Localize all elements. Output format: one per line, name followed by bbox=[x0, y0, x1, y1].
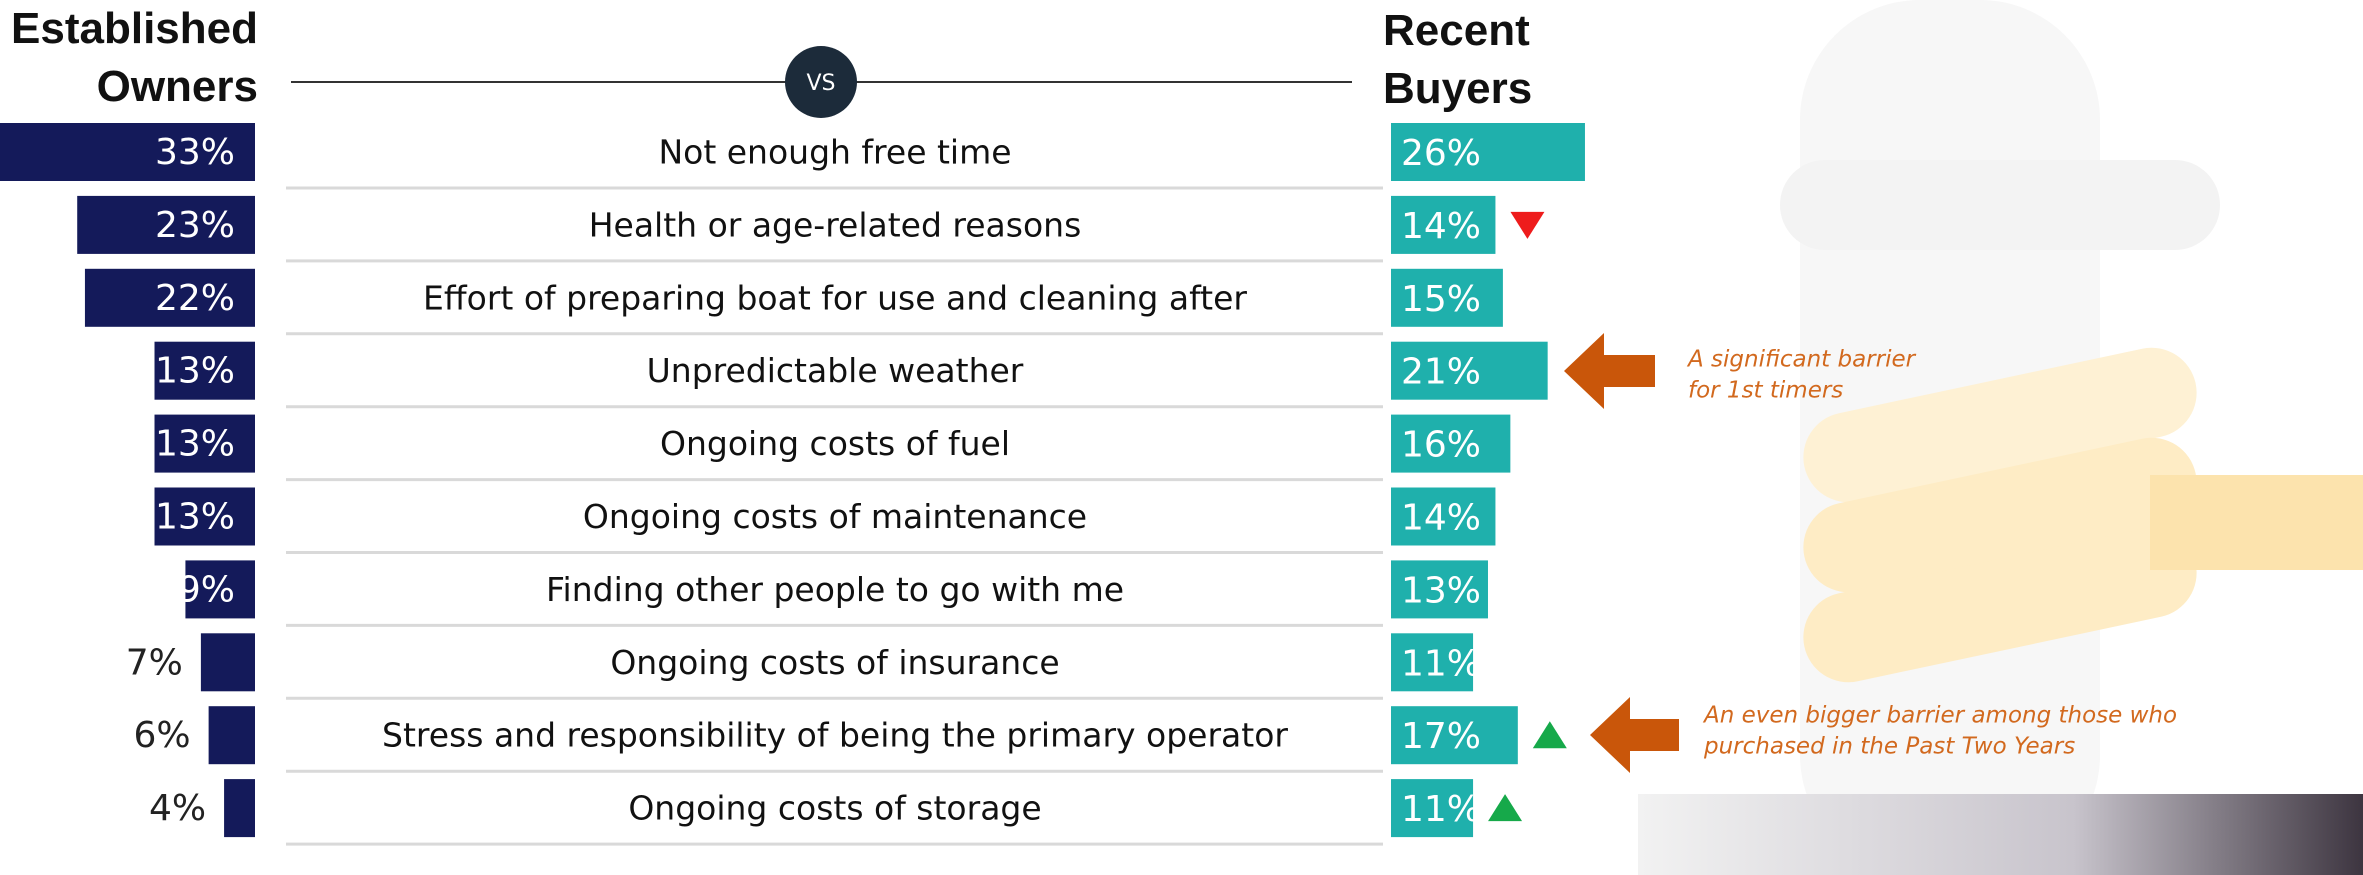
bar bbox=[1391, 487, 1496, 546]
bar bbox=[1391, 779, 1474, 838]
category-label: Health or age-related reasons bbox=[589, 205, 1082, 244]
value-label: 16% bbox=[1401, 425, 1481, 466]
callout-arrow bbox=[1564, 333, 1655, 409]
bar bbox=[1391, 414, 1511, 473]
bg-shape bbox=[1780, 160, 2220, 250]
value-label: 7% bbox=[126, 642, 183, 683]
callout-arrow bbox=[1590, 697, 1679, 773]
vs-badge bbox=[785, 46, 857, 118]
value-label: 9% bbox=[178, 569, 235, 610]
left-heading: Established Owners bbox=[11, 4, 258, 111]
change-marker-up bbox=[1488, 794, 1523, 822]
bg-shape bbox=[1803, 347, 2197, 503]
bg-shape bbox=[2150, 475, 2363, 570]
value-label: 13% bbox=[155, 497, 235, 538]
value-label: 14% bbox=[1401, 206, 1481, 247]
value-label: 14% bbox=[1401, 498, 1481, 539]
bar bbox=[1391, 268, 1503, 327]
background-art bbox=[1780, 0, 2363, 875]
vs-label: VS bbox=[806, 71, 835, 96]
annotation-text: purchased in the Past Two Years bbox=[1703, 734, 2075, 760]
category-label: Ongoing costs of storage bbox=[628, 789, 1041, 828]
change-marker-up bbox=[1532, 721, 1567, 749]
value-label: 21% bbox=[1401, 352, 1481, 393]
annotation-text: for 1st timers bbox=[1688, 378, 1843, 404]
value-label: 23% bbox=[155, 205, 235, 246]
value-label: 6% bbox=[133, 715, 190, 756]
category-label: Unpredictable weather bbox=[647, 351, 1024, 390]
bg-shape bbox=[1803, 527, 2197, 683]
bar bbox=[208, 706, 255, 765]
value-label: 15% bbox=[1401, 279, 1481, 320]
bar bbox=[154, 487, 255, 546]
bar bbox=[185, 560, 255, 619]
bar bbox=[0, 123, 255, 181]
bar bbox=[1391, 195, 1496, 254]
value-label: 4% bbox=[149, 788, 206, 829]
value-label: 11% bbox=[1401, 789, 1481, 830]
value-label: 13% bbox=[155, 424, 235, 465]
bar bbox=[1391, 633, 1474, 692]
bg-shape bbox=[1803, 437, 2197, 593]
category-label: Effort of preparing boat for use and cle… bbox=[423, 278, 1247, 317]
right-heading: Recent Buyers bbox=[1383, 6, 1533, 113]
category-label: Ongoing costs of fuel bbox=[660, 424, 1010, 463]
category-label: Ongoing costs of maintenance bbox=[583, 497, 1087, 536]
bar bbox=[154, 341, 255, 400]
value-label: 13% bbox=[1401, 570, 1481, 611]
bar bbox=[224, 779, 255, 838]
category-label: Finding other people to go with me bbox=[546, 570, 1124, 609]
bar bbox=[1391, 341, 1548, 400]
bar bbox=[154, 414, 255, 473]
bar bbox=[77, 195, 256, 254]
annotation-text: A significant barrier bbox=[1686, 347, 1917, 373]
bar bbox=[1391, 560, 1488, 619]
value-label: 26% bbox=[1401, 133, 1481, 174]
category-label: Ongoing costs of insurance bbox=[610, 643, 1059, 682]
change-marker-down bbox=[1510, 211, 1545, 239]
category-label: Not enough free time bbox=[658, 133, 1011, 172]
value-label: 17% bbox=[1401, 716, 1481, 757]
value-label: 11% bbox=[1401, 643, 1481, 684]
category-label: Stress and responsibility of being the p… bbox=[382, 716, 1288, 755]
value-label: 33% bbox=[155, 132, 235, 173]
bg-base bbox=[1638, 794, 2363, 875]
bar bbox=[1391, 123, 1585, 181]
value-label: 13% bbox=[155, 351, 235, 392]
value-label: 22% bbox=[155, 278, 235, 319]
bar bbox=[84, 268, 255, 327]
annotation-text: An even bigger barrier among those who bbox=[1702, 703, 2177, 729]
bar bbox=[200, 633, 255, 692]
bar bbox=[1391, 706, 1518, 765]
